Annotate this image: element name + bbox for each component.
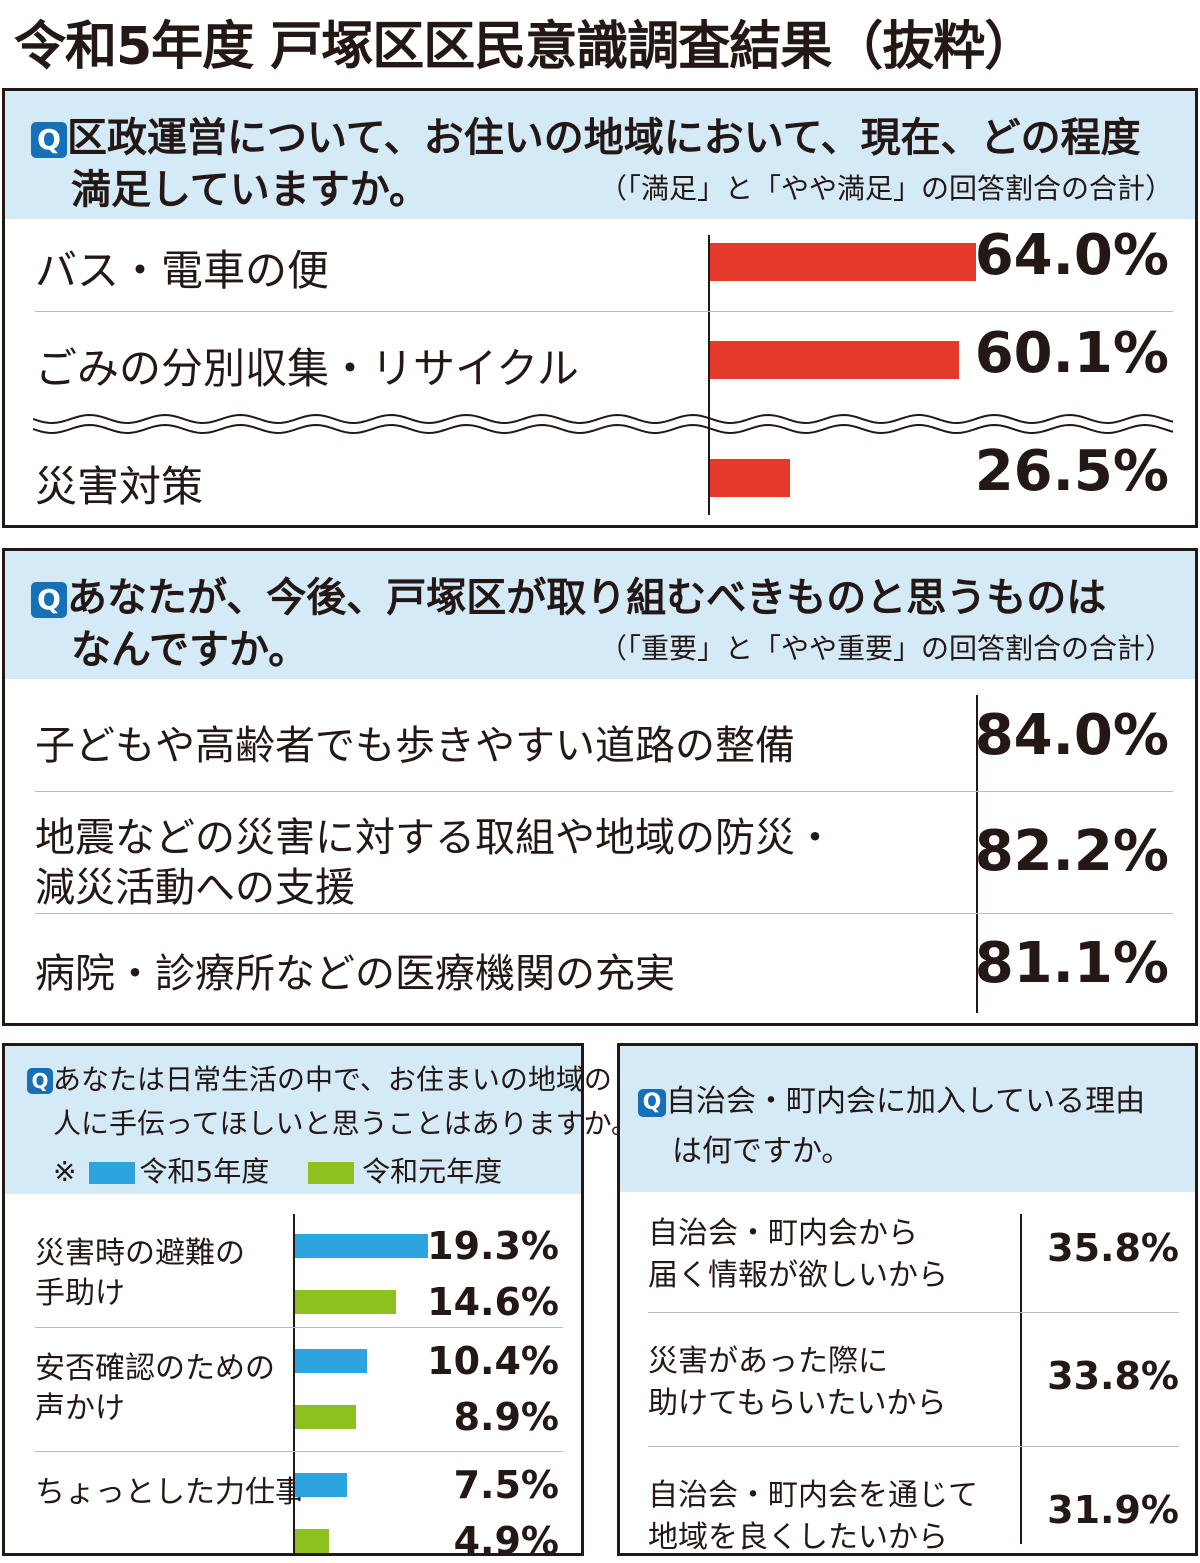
help-wanted-panel: Q あなたは日常生活の中で、お住まいの地域の 人に手伝ってほしいと思うことはありま… [2, 1043, 639, 1563]
bar-mark [710, 459, 790, 497]
value-label: 64.0% [974, 223, 1169, 288]
q-icon: Q [27, 1068, 53, 1094]
category-label: 自治会・町内会を通じて [648, 1478, 978, 1513]
category-label-2: 声かけ [35, 1391, 125, 1426]
legend-label: 令和元年度 [362, 1155, 503, 1188]
value-label: 35.8% [1047, 1226, 1179, 1270]
bar-mark [710, 341, 960, 379]
question-header: Q あなたが、今後、戸塚区が取り組むべきものと思うものは なんですか。 （「重要」… [5, 551, 1195, 679]
divider-line [1020, 1214, 1022, 1544]
row-separator [648, 1312, 1179, 1313]
category-label: 災害があった際に [648, 1344, 888, 1379]
bar-mark [295, 1473, 347, 1497]
question-text-2: は何ですか。 [672, 1134, 852, 1169]
value-label: 31.9% [1047, 1488, 1179, 1532]
axis-break-wave [33, 413, 1174, 435]
value-label: 82.2% [974, 819, 1169, 884]
legend-note-mark: ※ [53, 1155, 77, 1188]
priorities-panel: Q あなたが、今後、戸塚区が取り組むべきものと思うものは なんですか。 （「重要」… [2, 548, 1198, 1026]
question-text-2: 人に手伝ってほしいと思うことはありますか。 [53, 1107, 640, 1140]
satisfaction-panel: Q 区政運営について、お住いの地域において、現在、どの程度 満足していますか。 （… [2, 88, 1198, 528]
question-note: （「満足」と「やや満足」の回答割合の合計） [598, 172, 1173, 205]
category-label-2: 手助け [35, 1276, 125, 1311]
bar-mark [295, 1529, 329, 1553]
category-label: 病院・診療所などの医療機関の充実 [35, 951, 675, 997]
value-label: 14.6% [427, 1280, 559, 1324]
question-text-2: 満足していますか。 [71, 167, 429, 213]
category-label: バス・電車の便 [35, 246, 330, 295]
question-header: Q あなたは日常生活の中で、お住まいの地域の 人に手伝ってほしいと思うことはありま… [5, 1046, 639, 1194]
question-header: Q 自治会・町内会に加入している理由 は何ですか。 [620, 1046, 1195, 1192]
question-text: あなたが、今後、戸塚区が取り組むべきものと思うものは [67, 575, 1107, 621]
page-title: 令和5年度 戸塚区区民意識調査結果（抜粋） [14, 17, 1036, 77]
value-label: 81.1% [974, 931, 1169, 996]
value-label: 10.4% [427, 1339, 559, 1383]
q-icon: Q [638, 1088, 666, 1117]
category-label: 地震などの災害に対する取組や地域の防災・ [35, 815, 835, 861]
value-label: 8.9% [453, 1395, 559, 1439]
value-label: 84.0% [974, 703, 1169, 768]
question-text: 区政運営について、お住いの地域において、現在、どの程度 [67, 115, 1141, 161]
bar-mark [295, 1290, 396, 1314]
question-header: Q 区政運営について、お住いの地域において、現在、どの程度 満足していますか。 （… [5, 91, 1195, 219]
value-label: 7.5% [453, 1463, 559, 1507]
value-label: 19.3% [427, 1224, 559, 1268]
row-separator [648, 1446, 1179, 1447]
legend-swatch-blue [89, 1162, 136, 1184]
category-label-2: 助けてもらいたいから [648, 1386, 947, 1421]
category-label-2: 地域を良くしたいから [648, 1520, 948, 1555]
legend-label: 令和5年度 [139, 1155, 270, 1188]
row-separator [35, 311, 1173, 312]
legend-swatch-green [308, 1162, 355, 1184]
legend: ※ 令和5年度 令和元年度 [53, 1150, 502, 1190]
axis-line [708, 235, 710, 515]
value-label: 4.9% [453, 1519, 559, 1563]
row-separator [35, 913, 1173, 914]
bar-mark [295, 1234, 429, 1258]
row-separator [35, 791, 1173, 792]
divider-line [976, 695, 978, 1013]
row-separator [35, 1451, 563, 1452]
bar-mark [295, 1349, 367, 1373]
q-icon: Q [31, 122, 67, 158]
category-label: 安否確認のための [35, 1351, 275, 1386]
q-icon: Q [31, 582, 67, 618]
category-label: ちょっとした力仕事 [35, 1475, 305, 1510]
category-label: 災害対策 [35, 462, 204, 511]
bar-mark [710, 243, 976, 281]
category-label-2: 減災活動への支援 [35, 865, 355, 911]
category-label: 自治会・町内会から [648, 1216, 918, 1251]
value-label: 60.1% [974, 321, 1169, 386]
category-label-2: 届く情報が欲しいから [648, 1258, 948, 1293]
bar-mark [295, 1405, 357, 1429]
question-text: 自治会・町内会に加入している理由 [666, 1084, 1146, 1119]
axis-line [293, 1214, 295, 1554]
row-separator [35, 1327, 563, 1328]
value-label: 33.8% [1047, 1354, 1179, 1398]
association-reasons-panel: Q 自治会・町内会に加入している理由 は何ですか。 自治会・町内会から 届く情報が欲… [617, 1043, 1198, 1556]
question-text-2: なんですか。 [71, 627, 309, 673]
category-label: ごみの分別収集・リサイクル [35, 344, 579, 393]
value-label: 26.5% [974, 439, 1169, 504]
category-label: 災害時の避難の [35, 1236, 245, 1271]
category-label: 子どもや高齢者でも歩きやすい道路の整備 [35, 723, 795, 769]
question-text: あなたは日常生活の中で、お住まいの地域の [53, 1063, 612, 1096]
question-note: （「重要」と「やや重要」の回答割合の合計） [598, 632, 1173, 665]
